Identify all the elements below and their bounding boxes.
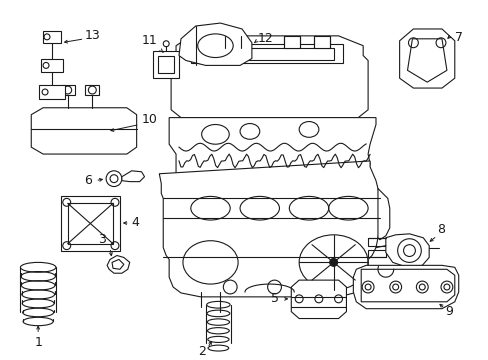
Bar — [61, 197, 120, 251]
Bar — [153, 51, 179, 78]
Polygon shape — [179, 23, 251, 66]
Bar — [158, 55, 174, 73]
Bar — [284, 36, 300, 48]
Bar — [190, 44, 343, 63]
Polygon shape — [291, 280, 346, 319]
Text: 9: 9 — [444, 305, 452, 318]
Polygon shape — [31, 108, 136, 154]
Text: 1: 1 — [34, 336, 42, 349]
Bar — [85, 85, 99, 95]
Text: 7: 7 — [454, 31, 462, 44]
Polygon shape — [399, 29, 454, 88]
Bar — [67, 203, 113, 244]
Text: 11: 11 — [142, 34, 157, 47]
Bar — [41, 59, 62, 72]
Bar — [43, 31, 61, 43]
Polygon shape — [159, 161, 382, 297]
Bar — [61, 85, 75, 95]
Text: 3: 3 — [98, 233, 106, 246]
Text: 2: 2 — [197, 345, 205, 357]
Text: 5: 5 — [271, 292, 279, 305]
Bar — [367, 249, 385, 257]
Bar — [225, 36, 241, 48]
Polygon shape — [385, 234, 428, 267]
Bar — [39, 85, 64, 99]
Polygon shape — [107, 256, 129, 273]
Text: 10: 10 — [142, 113, 157, 126]
Text: 6: 6 — [84, 174, 92, 187]
Text: 8: 8 — [436, 224, 444, 237]
Text: 4: 4 — [131, 216, 139, 229]
Polygon shape — [377, 189, 389, 240]
Polygon shape — [171, 36, 367, 118]
Polygon shape — [122, 171, 144, 182]
Polygon shape — [353, 265, 458, 309]
Circle shape — [329, 258, 337, 266]
Bar — [367, 238, 385, 246]
Polygon shape — [169, 118, 375, 190]
Bar — [200, 48, 333, 60]
Text: 13: 13 — [84, 30, 100, 42]
Text: 12: 12 — [257, 32, 273, 45]
Bar — [313, 36, 329, 48]
